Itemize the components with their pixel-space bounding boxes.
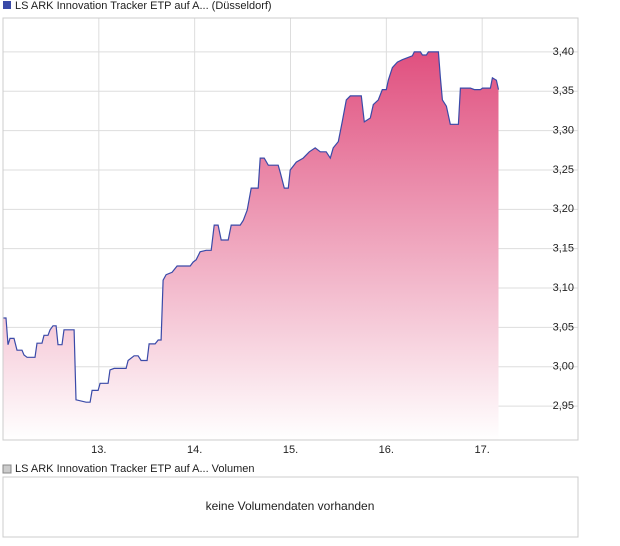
legend-label: LS ARK Innovation Tracker ETP auf A... (…: [15, 0, 272, 12]
volume-frame: [2, 476, 579, 538]
plot-frame: [2, 17, 579, 441]
y-tick-label: 3,15: [553, 243, 574, 255]
legend-swatch: [2, 464, 12, 474]
y-tick-label: 3,35: [553, 85, 574, 97]
x-tick-label: 14.: [187, 444, 202, 456]
y-tick-label: 3,25: [553, 164, 574, 176]
y-tick-label: 3,05: [553, 321, 574, 333]
y-tick-label: 3,30: [553, 124, 574, 136]
y-tick-label: 3,00: [553, 361, 574, 373]
volume-message: keine Volumendaten vorhanden: [206, 499, 375, 513]
y-tick-label: 2,95: [553, 400, 574, 412]
x-tick-label: 16.: [379, 444, 394, 456]
legend-swatch: [3, 1, 11, 9]
y-tick-label: 3,40: [553, 46, 574, 58]
area-fill: [3, 51, 499, 441]
x-tick-label: 13.: [91, 444, 106, 456]
price-line: [3, 51, 500, 403]
x-tick-label: 15.: [283, 444, 298, 456]
y-tick-label: 3,20: [553, 203, 574, 215]
volume-legend: LS ARK Innovation Tracker ETP auf A... V…: [15, 463, 255, 475]
y-tick-label: 3,10: [553, 282, 574, 294]
x-tick-label: 17.: [475, 444, 490, 456]
